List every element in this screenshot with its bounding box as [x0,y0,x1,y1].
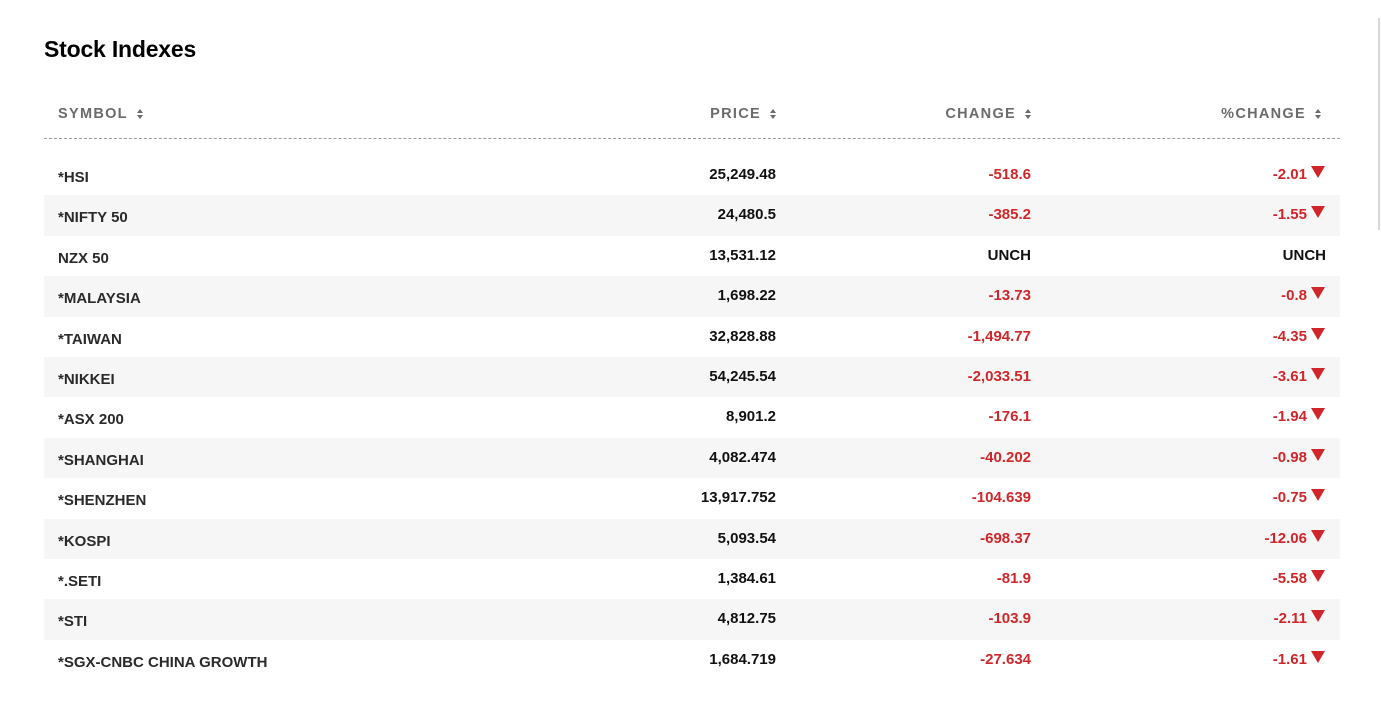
symbol-link[interactable]: *TAIWAN [58,330,122,348]
change-value: -1,494.77 [967,327,1031,345]
table-row: NZX 50 13,531.12 UNCH UNCH [44,236,1340,276]
down-arrow-icon [1311,569,1325,582]
down-arrow-icon [1311,650,1325,663]
table-row: *SGX-CNBC CHINA GROWTH 1,684.719 -27.634… [44,640,1340,680]
table-row: *TAIWAN 32,828.88 -1,494.77 -4.35 [44,317,1340,357]
price-value: 25,249.48 [709,166,776,183]
down-arrow-icon [1311,327,1325,340]
pct-change-value: -2.11 [1273,610,1307,628]
symbol-link[interactable]: *STI [58,613,88,631]
pct-change-value: -1.94 [1272,408,1307,426]
table-row: *SHENZHEN 13,917.752 -104.639 -0.75 [44,478,1340,518]
symbol-link[interactable]: *SHANGHAI [58,451,144,469]
sort-arrows-icon [1025,109,1031,119]
symbol-link[interactable]: *MALAYSIA [58,290,141,308]
table-row: *ASX 200 8,901.2 -176.1 -1.94 [44,397,1340,437]
price-value: 13,917.752 [700,489,776,507]
symbol-link[interactable]: *NIKKEI [58,370,115,388]
symbol-header-label: SYMBOL [58,106,128,122]
pct-change-value: -2.01 [1272,166,1307,183]
table-row: *NIKKEI 54,245.54 -2,033.51 -3.61 [44,356,1340,398]
sort-change-header[interactable]: CHANGE [945,106,1031,122]
pct-change-value: -12.06 [1264,529,1307,547]
change-value: -518.6 [988,166,1031,183]
down-arrow-icon [1311,287,1325,300]
price-value: 4,812.75 [717,610,776,628]
down-arrow-icon [1311,529,1325,542]
change-value: -27.634 [980,650,1031,668]
table-row: *KOSPI 5,093.54 -698.37 -12.06 [44,518,1340,559]
price-value: 1,684.719 [709,650,776,668]
change-value: -103.9 [988,610,1031,628]
sort-arrows-icon [1315,109,1321,119]
price-value: 54,245.54 [709,367,776,385]
symbol-link[interactable]: *.SETI [58,572,102,590]
table-row: *SHANGHAI 4,082.474 -40.202 -0.98 [44,437,1340,479]
price-value: 13,531.12 [709,246,776,264]
symbol-link[interactable]: *HSI [58,169,89,186]
table-row: *STI 4,812.75 -103.9 -2.11 [44,599,1340,640]
change-value: -2,033.51 [967,367,1031,385]
change-value: -104.639 [971,489,1031,507]
price-value: 8,901.2 [725,408,776,426]
down-arrow-icon [1311,489,1325,502]
symbol-link[interactable]: *NIFTY 50 [58,209,128,227]
sort-arrows-icon [770,109,776,119]
symbol-link[interactable]: *KOSPI [58,532,111,550]
pct-change-value: -4.35 [1272,327,1307,345]
scrollbar[interactable] [1378,18,1380,230]
change-value: UNCH [987,246,1031,264]
down-arrow-icon [1311,408,1325,421]
symbol-link[interactable]: NZX 50 [58,249,109,267]
price-header-label: PRICE [710,106,761,122]
change-value: -176.1 [988,408,1031,426]
price-value: 4,082.474 [709,448,776,466]
pct-change-value: UNCH [1282,246,1326,264]
symbol-link[interactable]: *SHENZHEN [58,492,147,510]
symbol-link[interactable]: *SGX-CNBC CHINA GROWTH [58,653,268,671]
pct-change-header-label: %CHANGE [1221,106,1306,122]
price-value: 24,480.5 [717,206,776,224]
pct-change-value: -0.8 [1281,287,1307,305]
price-value: 32,828.88 [709,327,776,345]
change-value: -698.37 [980,529,1031,547]
pct-change-value: -0.98 [1272,448,1307,466]
price-value: 1,698.22 [717,287,776,305]
change-header-label: CHANGE [945,106,1016,122]
change-value: -13.73 [988,287,1031,305]
pct-change-value: -5.58 [1272,569,1307,587]
table-row: *HSI 25,249.48 -518.6 -2.01 [44,155,1340,195]
price-value: 5,093.54 [717,529,776,547]
table-row: *MALAYSIA 1,698.22 -13.73 -0.8 [44,276,1340,317]
down-arrow-icon [1311,610,1325,623]
change-value: -385.2 [988,206,1031,224]
symbol-link[interactable]: *ASX 200 [58,411,124,429]
pct-change-value: -3.61 [1272,367,1307,385]
change-value: -40.202 [980,448,1031,466]
pct-change-value: -1.55 [1272,206,1307,224]
table-row: *.SETI 1,384.61 -81.9 -5.58 [44,559,1340,599]
sort-symbol-header[interactable]: SYMBOL [58,106,143,122]
sort-pct-change-header[interactable]: %CHANGE [1221,106,1321,122]
down-arrow-icon [1311,206,1325,219]
sort-arrows-icon [136,109,143,119]
change-value: -81.9 [996,569,1031,587]
stock-indexes-table: SYMBOL PRICE CHANGE %CHANGE *HSI 25,249.… [44,92,1340,680]
table-body: *HSI 25,249.48 -518.6 -2.01 *NIFTY 50 24… [44,155,1340,680]
pct-change-value: -0.75 [1272,489,1307,507]
down-arrow-icon [1311,448,1325,461]
table-row: *NIFTY 50 24,480.5 -385.2 -1.55 [44,195,1340,236]
sort-price-header[interactable]: PRICE [710,106,776,122]
down-arrow-icon [1311,166,1325,178]
table-header: SYMBOL PRICE CHANGE %CHANGE [44,92,1340,139]
price-value: 1,384.61 [717,569,776,587]
pct-change-value: -1.61 [1272,650,1307,668]
page-title: Stock Indexes [44,36,197,62]
down-arrow-icon [1311,367,1325,380]
